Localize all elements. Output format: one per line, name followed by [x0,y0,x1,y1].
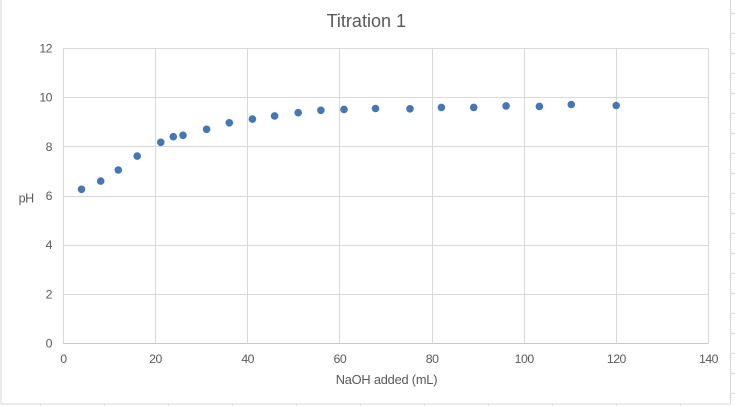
svg-text:8: 8 [46,140,53,154]
svg-text:40: 40 [241,352,254,366]
svg-text:140: 140 [699,352,719,366]
svg-text:80: 80 [426,352,439,366]
svg-text:10: 10 [39,91,52,105]
svg-text:20: 20 [149,352,162,366]
svg-text:100: 100 [515,352,535,366]
svg-text:120: 120 [607,352,627,366]
svg-text:60: 60 [334,352,347,366]
svg-text:2: 2 [46,288,53,302]
svg-text:NaOH added (mL): NaOH added (mL) [336,372,438,387]
svg-text:Titration 1: Titration 1 [327,11,406,31]
svg-text:6: 6 [46,189,53,203]
svg-text:4: 4 [46,238,53,252]
svg-text:12: 12 [39,41,52,55]
svg-text:0: 0 [60,352,67,366]
svg-text:0: 0 [46,337,53,351]
svg-text:pH: pH [19,192,35,206]
